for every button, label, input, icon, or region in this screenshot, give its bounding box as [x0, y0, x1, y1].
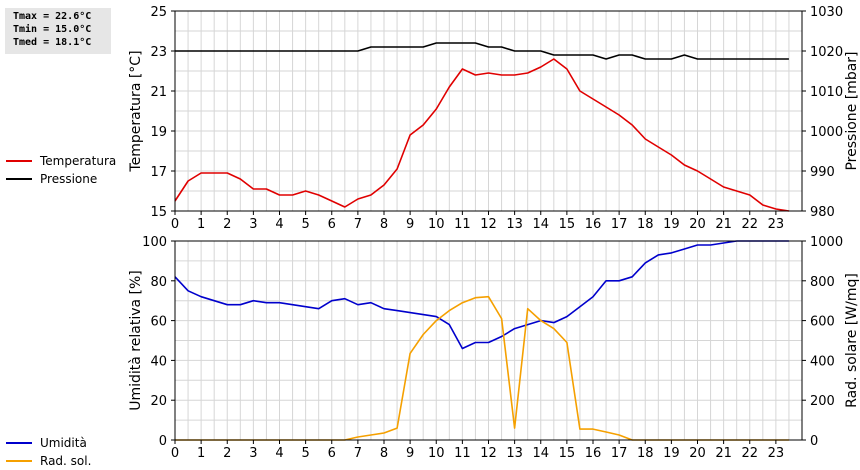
x-tick-label: 3 — [249, 446, 257, 460]
legend-label-umidita: Umidità — [40, 436, 87, 450]
x-tick-label: 14 — [532, 217, 549, 232]
x-tick-label: 19 — [663, 446, 680, 460]
x-tick-label: 21 — [715, 446, 732, 460]
y-axis-label-right: Pressione [mbar] — [844, 51, 860, 170]
x-tick-label: 2 — [223, 217, 231, 232]
x-tick-label: 16 — [585, 217, 602, 232]
y-tick-label-right: 200 — [810, 394, 835, 409]
y-tick-label-left: 80 — [150, 275, 167, 290]
x-tick-label: 0 — [171, 217, 179, 232]
y-tick-label-right: 1000 — [810, 125, 843, 140]
x-tick-label: 7 — [354, 217, 362, 232]
x-tick-label: 4 — [275, 446, 283, 460]
x-tick-label: 12 — [480, 446, 497, 460]
x-tick-label: 19 — [663, 217, 680, 232]
y-tick-label-right: 980 — [810, 205, 835, 220]
x-tick-label: 23 — [768, 217, 785, 232]
x-tick-label: 18 — [637, 217, 654, 232]
x-tick-label: 23 — [768, 446, 785, 460]
x-tick-label: 9 — [406, 217, 414, 232]
x-tick-label: 22 — [741, 217, 758, 232]
y-tick-label-left: 25 — [150, 5, 167, 20]
x-tick-label: 1 — [197, 446, 205, 460]
y-tick-label-right: 990 — [810, 165, 835, 180]
y-tick-label-right: 1000 — [810, 235, 843, 250]
y-tick-label-left: 60 — [150, 315, 167, 330]
x-tick-label: 6 — [328, 217, 336, 232]
x-tick-label: 21 — [715, 217, 732, 232]
legend-item-umidita: Umidità — [6, 434, 91, 452]
legend-label-pressione: Pressione — [40, 172, 98, 186]
charts-svg: 0 1 2 3 4 5 6 7 8 9 10 11 12 13 14 15 16 17 18 19 20 21 22 2315… — [128, 5, 860, 460]
x-tick-label: 11 — [454, 446, 471, 460]
y-tick-label-right: 0 — [810, 434, 818, 449]
legend-item-temperatura: Temperatura — [6, 152, 116, 170]
y-tick-label-left: 23 — [150, 45, 167, 60]
x-tick-label: 18 — [637, 446, 654, 460]
x-tick-label: 22 — [741, 446, 758, 460]
x-tick-label: 15 — [559, 446, 576, 460]
x-tick-label: 10 — [428, 446, 445, 460]
y-tick-label-right: 1030 — [810, 5, 843, 20]
tmax-text: Tmax = 22.6°C — [13, 11, 92, 22]
series-line-radsol — [175, 295, 789, 441]
y-axis-label-left: Temperatura [°C] — [128, 50, 144, 172]
legend-swatch-pressione — [6, 178, 32, 180]
legend-label-temperatura: Temperatura — [40, 154, 117, 168]
y-tick-label-left: 17 — [150, 165, 167, 180]
x-tick-label: 3 — [249, 217, 257, 232]
x-tick-label: 17 — [611, 446, 628, 460]
y-axis-label-left: Umidità relativa [%] — [128, 270, 144, 411]
y-tick-label-left: 20 — [150, 394, 167, 409]
legend-swatch-umidita — [6, 442, 32, 444]
legend-swatch-radsol — [6, 460, 32, 462]
y-tick-label-left: 15 — [150, 205, 167, 220]
y-tick-label-right: 1010 — [810, 85, 843, 100]
y-tick-label-right: 600 — [810, 315, 835, 330]
x-tick-label: 6 — [328, 446, 336, 460]
x-tick-label: 10 — [428, 217, 445, 232]
x-tick-label: 1 — [197, 217, 205, 232]
y-tick-label-left: 19 — [150, 125, 167, 140]
y-tick-label-left: 21 — [150, 85, 167, 100]
tmed-text: Tmed = 18.1°C — [13, 37, 92, 48]
x-tick-label: 9 — [406, 446, 414, 460]
y-tick-label-right: 800 — [810, 275, 835, 290]
x-tick-label: 14 — [532, 446, 549, 460]
x-tick-label: 0 — [171, 446, 179, 460]
x-tick-label: 20 — [689, 217, 706, 232]
y-tick-label-left: 40 — [150, 354, 167, 369]
y-tick-label-right: 400 — [810, 354, 835, 369]
series-line-pressione — [175, 42, 789, 60]
y-tick-label-left: 100 — [142, 235, 167, 250]
x-tick-label: 5 — [301, 217, 309, 232]
y-tick-label-left: 0 — [159, 434, 167, 449]
legend-swatch-temperatura — [6, 160, 32, 162]
legend-top: Temperatura Pressione — [6, 152, 116, 188]
x-tick-label: 7 — [354, 446, 362, 460]
legend-item-pressione: Pressione — [6, 170, 116, 188]
x-tick-label: 5 — [301, 446, 309, 460]
stats-box: Tmax = 22.6°C Tmin = 15.0°C Tmed = 18.1°… — [5, 8, 111, 54]
x-tick-label: 20 — [689, 446, 706, 460]
x-tick-label: 15 — [559, 217, 576, 232]
x-tick-label: 4 — [275, 217, 283, 232]
x-tick-label: 16 — [585, 446, 602, 460]
x-tick-label: 2 — [223, 446, 231, 460]
tmin-text: Tmin = 15.0°C — [13, 24, 92, 35]
series-line-umidita — [174, 240, 789, 350]
y-axis-label-right: Rad. solare [W/mq] — [844, 273, 860, 408]
x-tick-label: 17 — [611, 217, 628, 232]
y-tick-label-right: 1020 — [810, 45, 843, 60]
series-line-temperatura — [174, 58, 790, 212]
x-tick-label: 8 — [380, 446, 388, 460]
x-tick-label: 11 — [454, 217, 471, 232]
x-tick-label: 12 — [480, 217, 497, 232]
x-tick-label: 8 — [380, 217, 388, 232]
x-tick-label: 13 — [506, 446, 523, 460]
x-tick-label: 13 — [506, 217, 523, 232]
